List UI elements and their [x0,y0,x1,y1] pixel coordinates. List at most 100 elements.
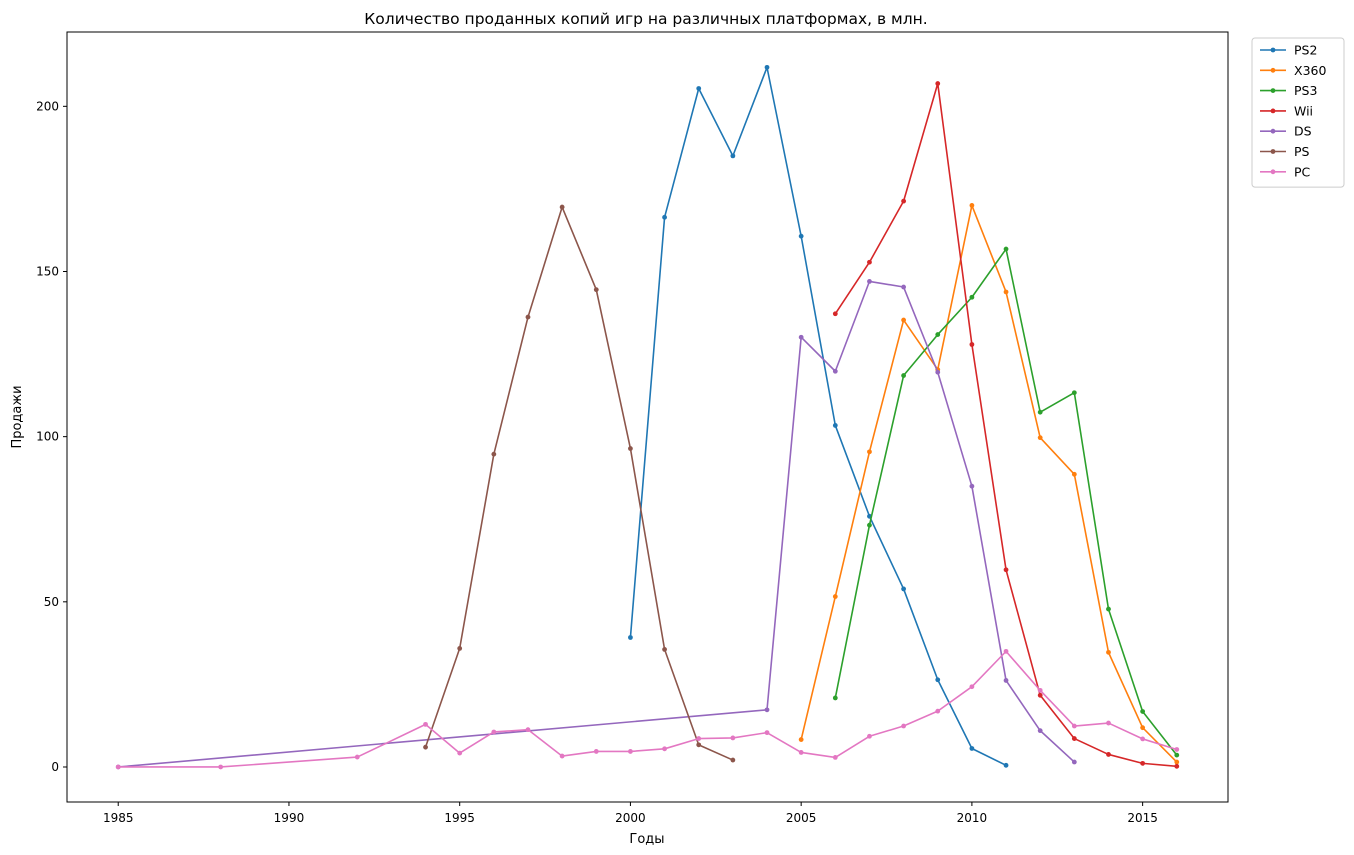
legend-item-ps3: PS3 [1260,83,1317,98]
x-tick-label: 1990 [274,811,305,825]
series-line-pc [118,650,1178,768]
data-point-x360 [832,594,838,599]
data-point-ps3 [1071,390,1077,396]
legend-item-ds: DS [1260,124,1312,139]
data-point-ps2 [662,214,667,220]
series-line-ds [118,280,1075,768]
legend-marker-x360 [1270,67,1276,73]
data-point-ps [525,314,531,320]
data-point-pc [1140,736,1146,742]
legend-label-ps: PS [1294,144,1310,159]
data-point-x360 [1037,435,1043,441]
legend-marker-ps2 [1270,47,1276,53]
data-point-pc [798,750,804,755]
legend-label-x360: X360 [1294,63,1326,78]
data-point-ps [491,451,497,457]
legend-label-pc: PC [1294,164,1311,179]
legend-label-ps3: PS3 [1294,83,1317,98]
legend-item-x360: X360 [1260,63,1326,78]
series-line-x360 [800,204,1178,763]
data-point-pc [1003,648,1009,654]
data-point-pc [525,727,531,733]
data-point-pc [867,733,872,739]
legend-label-ds: DS [1294,124,1312,139]
data-point-pc [1071,723,1077,729]
data-point-wii [901,198,907,204]
series-line-wii [834,82,1177,768]
series-pc [115,648,1180,770]
data-point-ds [1037,728,1043,734]
data-point-ds [901,284,907,290]
data-point-wii [1071,736,1077,741]
series-x360 [798,203,1180,765]
y-tick-label: 200 [36,99,59,113]
data-point-ps [662,646,667,652]
data-point-ps [628,446,633,451]
series-line-ps [424,206,734,761]
plot-area [115,64,1180,770]
data-point-pc [935,708,941,714]
data-point-ps [457,645,463,651]
data-point-wii [935,81,941,86]
data-point-wii [867,259,872,265]
data-point-ps [696,742,702,748]
data-point-x360 [1071,471,1077,477]
legend-marker-ps3 [1270,88,1276,93]
data-point-x360 [901,317,907,323]
plot-frame [66,31,1229,803]
series-ps2 [628,64,1009,768]
data-point-x360 [1106,649,1111,655]
data-point-ps2 [1003,762,1009,768]
data-point-x360 [867,449,872,455]
y-tick-label: 150 [36,264,59,278]
data-point-ps3 [1106,606,1111,612]
data-point-ds [1003,678,1009,683]
y-tick-label: 100 [36,430,59,444]
data-point-pc [423,721,428,727]
data-point-wii [1037,692,1043,698]
legend-item-ps: PS [1260,144,1310,159]
data-point-x360 [1140,725,1146,731]
data-point-pc [593,749,599,754]
data-point-x360 [1003,289,1009,295]
data-point-pc [969,684,975,690]
data-point-wii [1174,763,1180,769]
data-point-ds [969,483,975,489]
data-point-wii [1140,760,1146,766]
chart-title: Количество проданных копий игр на различ… [364,10,927,28]
data-point-wii [832,311,838,317]
legend: PS2 X360 PS3 Wii DS PS PC [1251,37,1345,188]
data-point-ds [935,369,941,375]
data-point-pc [218,764,224,770]
data-point-ps2 [696,86,702,91]
data-point-ps3 [832,695,838,701]
data-point-pc [832,755,838,760]
x-tick-label: 2005 [786,811,817,825]
series-ps [423,204,736,763]
data-point-pc [559,753,565,759]
data-point-pc [628,749,633,754]
data-point-ps2 [832,423,838,428]
data-point-ps3 [1140,709,1146,714]
data-point-ps3 [1174,752,1180,758]
data-point-ps [423,744,428,750]
data-point-pc [1037,687,1043,693]
data-point-ps [730,757,736,763]
series-line-ps2 [629,66,1007,767]
data-point-pc [764,730,770,736]
data-point-ds [764,707,770,713]
data-point-x360 [798,737,804,742]
series-wii [832,81,1180,769]
data-point-pc [662,746,667,752]
series-ps3 [832,246,1180,758]
data-point-pc [354,754,360,760]
data-point-ps [559,204,565,210]
data-point-ps2 [730,153,736,159]
data-point-pc [1106,720,1111,726]
data-point-pc [115,764,121,770]
legend-marker-wii [1270,108,1276,114]
x-tick-label: 1985 [103,811,134,825]
data-point-ds [867,278,872,284]
legend-label-wii: Wii [1294,103,1313,118]
